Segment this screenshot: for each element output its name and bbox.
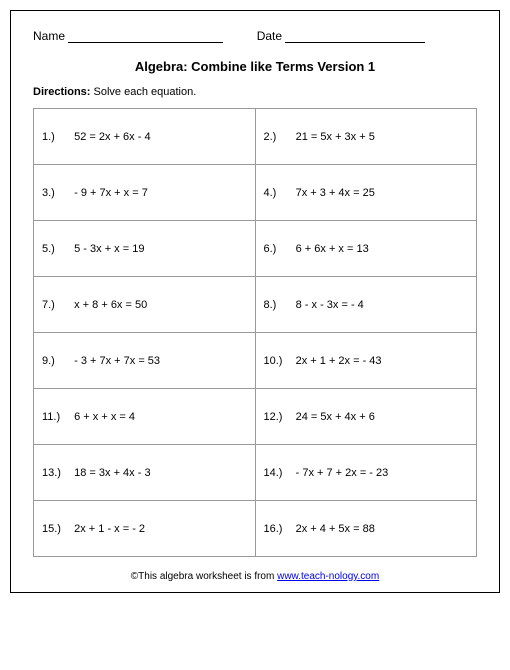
problem-cell: 8.) 8 - x - 3x = - 4	[255, 277, 477, 333]
table-row: 15.) 2x + 1 - x = - 2 16.) 2x + 4 + 5x =…	[34, 501, 477, 557]
problem-equation: - 7x + 7 + 2x = - 23	[296, 467, 389, 479]
problem-number: 6.)	[264, 243, 290, 255]
problem-number: 8.)	[264, 299, 290, 311]
footer-prefix: ©This algebra worksheet is from	[131, 571, 277, 582]
table-row: 3.) - 9 + 7x + x = 7 4.) 7x + 3 + 4x = 2…	[34, 165, 477, 221]
header-line: Name Date	[33, 29, 477, 43]
table-row: 5.) 5 - 3x + x = 19 6.) 6 + 6x + x = 13	[34, 221, 477, 277]
table-row: 9.) - 3 + 7x + 7x = 53 10.) 2x + 1 + 2x …	[34, 333, 477, 389]
problem-equation: 7x + 3 + 4x = 25	[296, 187, 375, 199]
problem-number: 11.)	[42, 411, 68, 423]
worksheet-page: Name Date Algebra: Combine like Terms Ve…	[10, 10, 500, 593]
table-row: 13.) 18 = 3x + 4x - 3 14.) - 7x + 7 + 2x…	[34, 445, 477, 501]
problem-cell: 13.) 18 = 3x + 4x - 3	[34, 445, 256, 501]
problem-cell: 5.) 5 - 3x + x = 19	[34, 221, 256, 277]
name-blank	[68, 31, 223, 43]
problem-cell: 4.) 7x + 3 + 4x = 25	[255, 165, 477, 221]
problem-cell: 3.) - 9 + 7x + x = 7	[34, 165, 256, 221]
table-row: 7.) x + 8 + 6x = 50 8.) 8 - x - 3x = - 4	[34, 277, 477, 333]
problem-number: 9.)	[42, 355, 68, 367]
directions-label: Directions:	[33, 86, 90, 98]
directions: Directions: Solve each equation.	[33, 86, 477, 98]
date-blank	[285, 31, 425, 43]
problem-equation: 8 - x - 3x = - 4	[296, 299, 364, 311]
problem-equation: 21 = 5x + 3x + 5	[296, 131, 375, 143]
problem-cell: 10.) 2x + 1 + 2x = - 43	[255, 333, 477, 389]
problem-cell: 12.) 24 = 5x + 4x + 6	[255, 389, 477, 445]
problem-equation: 5 - 3x + x = 19	[74, 243, 144, 255]
problem-number: 4.)	[264, 187, 290, 199]
problem-cell: 6.) 6 + 6x + x = 13	[255, 221, 477, 277]
problem-equation: 52 = 2x + 6x - 4	[74, 131, 150, 143]
problem-number: 3.)	[42, 187, 68, 199]
problem-equation: 2x + 1 - x = - 2	[74, 523, 145, 535]
problem-number: 15.)	[42, 523, 68, 535]
problem-equation: 2x + 1 + 2x = - 43	[296, 355, 382, 367]
problem-equation: 6 + x + x = 4	[74, 411, 135, 423]
problem-number: 10.)	[264, 355, 290, 367]
date-label: Date	[257, 29, 282, 43]
problem-number: 2.)	[264, 131, 290, 143]
table-row: 1.) 52 = 2x + 6x - 4 2.) 21 = 5x + 3x + …	[34, 109, 477, 165]
footer-link[interactable]: www.teach-nology.com	[277, 571, 379, 582]
problem-equation: 6 + 6x + x = 13	[296, 243, 369, 255]
problem-number: 1.)	[42, 131, 68, 143]
problem-number: 7.)	[42, 299, 68, 311]
problem-cell: 14.) - 7x + 7 + 2x = - 23	[255, 445, 477, 501]
problem-number: 12.)	[264, 411, 290, 423]
problem-cell: 7.) x + 8 + 6x = 50	[34, 277, 256, 333]
problem-number: 13.)	[42, 467, 68, 479]
problem-cell: 11.) 6 + x + x = 4	[34, 389, 256, 445]
directions-text: Solve each equation.	[90, 86, 196, 98]
table-row: 11.) 6 + x + x = 4 12.) 24 = 5x + 4x + 6	[34, 389, 477, 445]
problem-equation: 18 = 3x + 4x - 3	[74, 467, 150, 479]
footer: ©This algebra worksheet is from www.teac…	[33, 571, 477, 582]
problem-cell: 1.) 52 = 2x + 6x - 4	[34, 109, 256, 165]
problem-cell: 16.) 2x + 4 + 5x = 88	[255, 501, 477, 557]
page-title: Algebra: Combine like Terms Version 1	[33, 59, 477, 74]
problem-cell: 9.) - 3 + 7x + 7x = 53	[34, 333, 256, 389]
problem-equation: 24 = 5x + 4x + 6	[296, 411, 375, 423]
name-label: Name	[33, 29, 65, 43]
problems-table: 1.) 52 = 2x + 6x - 4 2.) 21 = 5x + 3x + …	[33, 108, 477, 557]
problem-number: 5.)	[42, 243, 68, 255]
problem-number: 14.)	[264, 467, 290, 479]
problem-equation: - 9 + 7x + x = 7	[74, 187, 148, 199]
problem-number: 16.)	[264, 523, 290, 535]
problem-equation: x + 8 + 6x = 50	[74, 299, 147, 311]
problem-equation: - 3 + 7x + 7x = 53	[74, 355, 160, 367]
problem-equation: 2x + 4 + 5x = 88	[296, 523, 375, 535]
problem-cell: 2.) 21 = 5x + 3x + 5	[255, 109, 477, 165]
problem-cell: 15.) 2x + 1 - x = - 2	[34, 501, 256, 557]
